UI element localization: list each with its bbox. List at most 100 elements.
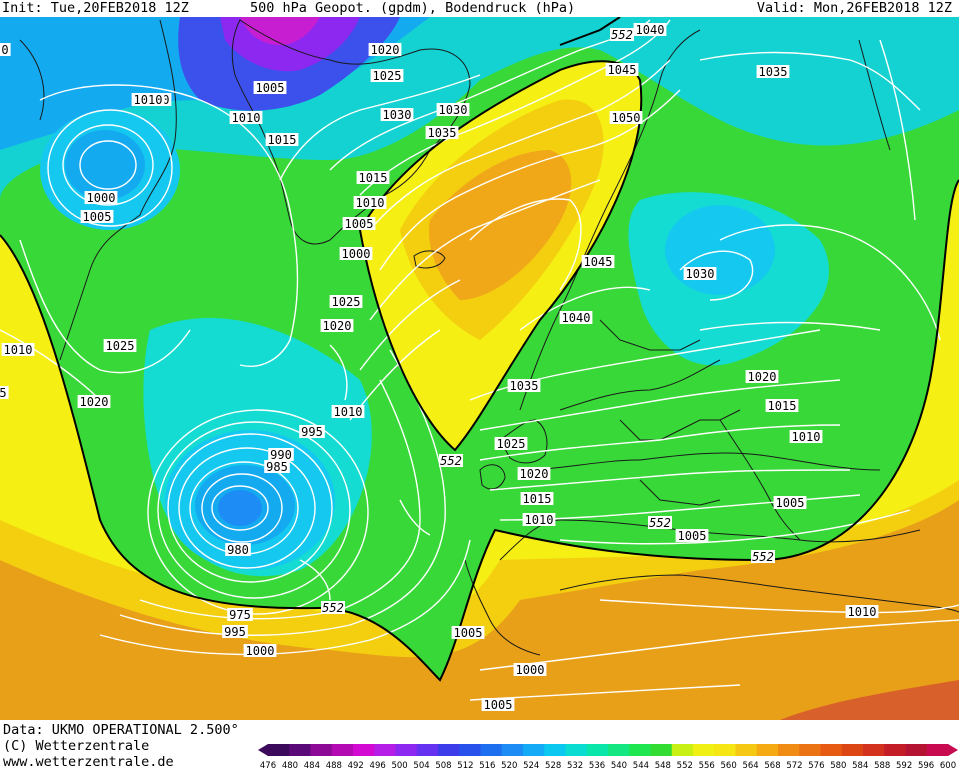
isobar-label: 1020 (320, 319, 354, 333)
isobar-label: 1010 (789, 430, 823, 444)
isobar-label: 1010 (131, 93, 165, 107)
isobar-label-text: 990 (270, 448, 292, 462)
isobar-label-text: 5 (0, 386, 7, 400)
isobar-label: 1030 (683, 267, 717, 281)
isobar-label: 5 (0, 386, 9, 400)
isobar-label-text: 1005 (484, 698, 513, 712)
isobar-label: 1045 (605, 63, 639, 77)
isobar-label: 975 (227, 608, 253, 622)
isobar-label-text: 980 (227, 543, 249, 557)
scale-tick-label: 488 (326, 761, 342, 770)
scale-swatch (395, 744, 418, 756)
isobar-label: 1005 (342, 217, 376, 231)
geopot-552-label-text: 552 (649, 516, 671, 530)
color-scale-bar: 476 480 484 488 492 496 500 504 508 512 516 520 524 5… (258, 744, 958, 770)
scale-tick-label: 560 (721, 761, 737, 770)
scale-swatch (671, 744, 694, 756)
isobar-label: 1005 (675, 529, 709, 543)
isobar-label: 985 (264, 460, 290, 474)
scale-swatch (778, 744, 800, 756)
isobar-label: 1025 (103, 339, 137, 353)
scale-swatch (289, 744, 311, 756)
geopot-552-label-text: 552 (752, 550, 774, 564)
scale-tick-label: 600 (940, 761, 956, 770)
geopot-552-label: 552 (610, 28, 634, 42)
isobar-label-text: 1005 (678, 529, 707, 543)
isobar-label: 1045 (581, 255, 615, 269)
isobar-label-text: 1025 (497, 437, 526, 451)
isobar-label-text: 1000 (246, 644, 275, 658)
scale-tick-label: 596 (918, 761, 934, 770)
isobar-label-text: 1025 (106, 339, 135, 353)
scale-tick-label: 536 (589, 761, 605, 770)
scale-tick-label: 524 (523, 761, 539, 770)
isobar-label-text: 985 (266, 460, 288, 474)
isobar-label-text: 1035 (759, 65, 788, 79)
isobar-label-text: 1005 (256, 81, 285, 95)
scale-swatch (544, 744, 566, 756)
geopot-552-label-text: 552 (611, 28, 633, 42)
data-source: Data: UKMO OPERATIONAL 2.500° (3, 722, 239, 738)
isobar-label-text: 1005 (454, 626, 483, 640)
isobar-label-text: 1015 (523, 492, 552, 506)
scale-tick-label: 572 (786, 761, 802, 770)
geopot-552-line (0, 17, 959, 682)
isobar-label-text: 1015 (359, 171, 388, 185)
isobar-label: 995 (222, 625, 248, 639)
isobar-label: 1005 (451, 626, 485, 640)
isobar-label-text: 975 (229, 608, 251, 622)
scale-swatch (353, 744, 375, 756)
geopot-552-label-text: 552 (322, 601, 344, 615)
scale-swatch (459, 744, 481, 756)
isobar-label-text: 1030 (439, 103, 468, 117)
scale-tick-label: 576 (808, 761, 824, 770)
isobar-label: 0 (0, 43, 11, 57)
isobar-label: 1015 (765, 399, 799, 413)
scale-swatch (714, 744, 736, 756)
isobar-label: 1005 (80, 210, 114, 224)
scale-tick-label: 484 (304, 761, 320, 770)
scale-tick-label: 552 (677, 761, 693, 770)
isobar-label: 1000 (339, 247, 373, 261)
scale-tick-label: 520 (501, 761, 517, 770)
isobar-label-text: 1005 (776, 496, 805, 510)
scale-tick-label: 544 (633, 761, 649, 770)
isobar-label-text: 1035 (428, 126, 457, 140)
scale-tick-label: 588 (874, 761, 890, 770)
isobar-label-text: 995 (224, 625, 246, 639)
scale-swatch (926, 744, 949, 756)
geopotential-field (0, 17, 959, 720)
isobar-label-text: 1010 (525, 513, 554, 527)
scale-tick-label: 500 (391, 761, 407, 770)
isobar-label-text: 1015 (268, 133, 297, 147)
isobar-label: 1040 (559, 311, 593, 325)
isobar-label: 1010 (845, 605, 879, 619)
scale-swatch (608, 744, 630, 756)
isobar-label: 1010 (522, 513, 556, 527)
isobar-label: 1020 (77, 395, 111, 409)
scale-tick-label: 492 (348, 761, 364, 770)
isobar-label: 1020 (368, 43, 402, 57)
geopot-552-label: 552 (321, 601, 345, 615)
scale-swatch (586, 744, 609, 756)
scale-swatch (735, 744, 758, 756)
scale-tick-label: 508 (435, 761, 451, 770)
pressure-labels: 1020 1025 1005 1010 1015 1030 1030 1035 1040 1045… (0, 23, 879, 712)
isobar-label: 1000 (513, 663, 547, 677)
isobar-label: 1015 (265, 133, 299, 147)
isobar-label-text: 0 (1, 43, 8, 57)
isobar-label: 1020 (517, 467, 551, 481)
isobar-label-text: 1020 (371, 43, 400, 57)
isobar-label-text: 1020 (323, 319, 352, 333)
scale-swatch (310, 744, 333, 756)
scale-swatch (523, 744, 545, 756)
isobar-label-text: 1005 (83, 210, 112, 224)
isobar-label: 1010 (1, 343, 35, 357)
isobar-label-text: 995 (301, 425, 323, 439)
isobar-label: 1035 (425, 126, 459, 140)
scale-swatch (438, 744, 460, 756)
isobar-label-text: 1025 (332, 295, 361, 309)
website-url: www.wetterzentrale.de (3, 754, 174, 770)
scale-tick-label: 580 (830, 761, 846, 770)
valid-time: Valid: Mon,26FEB2018 12Z (756, 0, 952, 16)
